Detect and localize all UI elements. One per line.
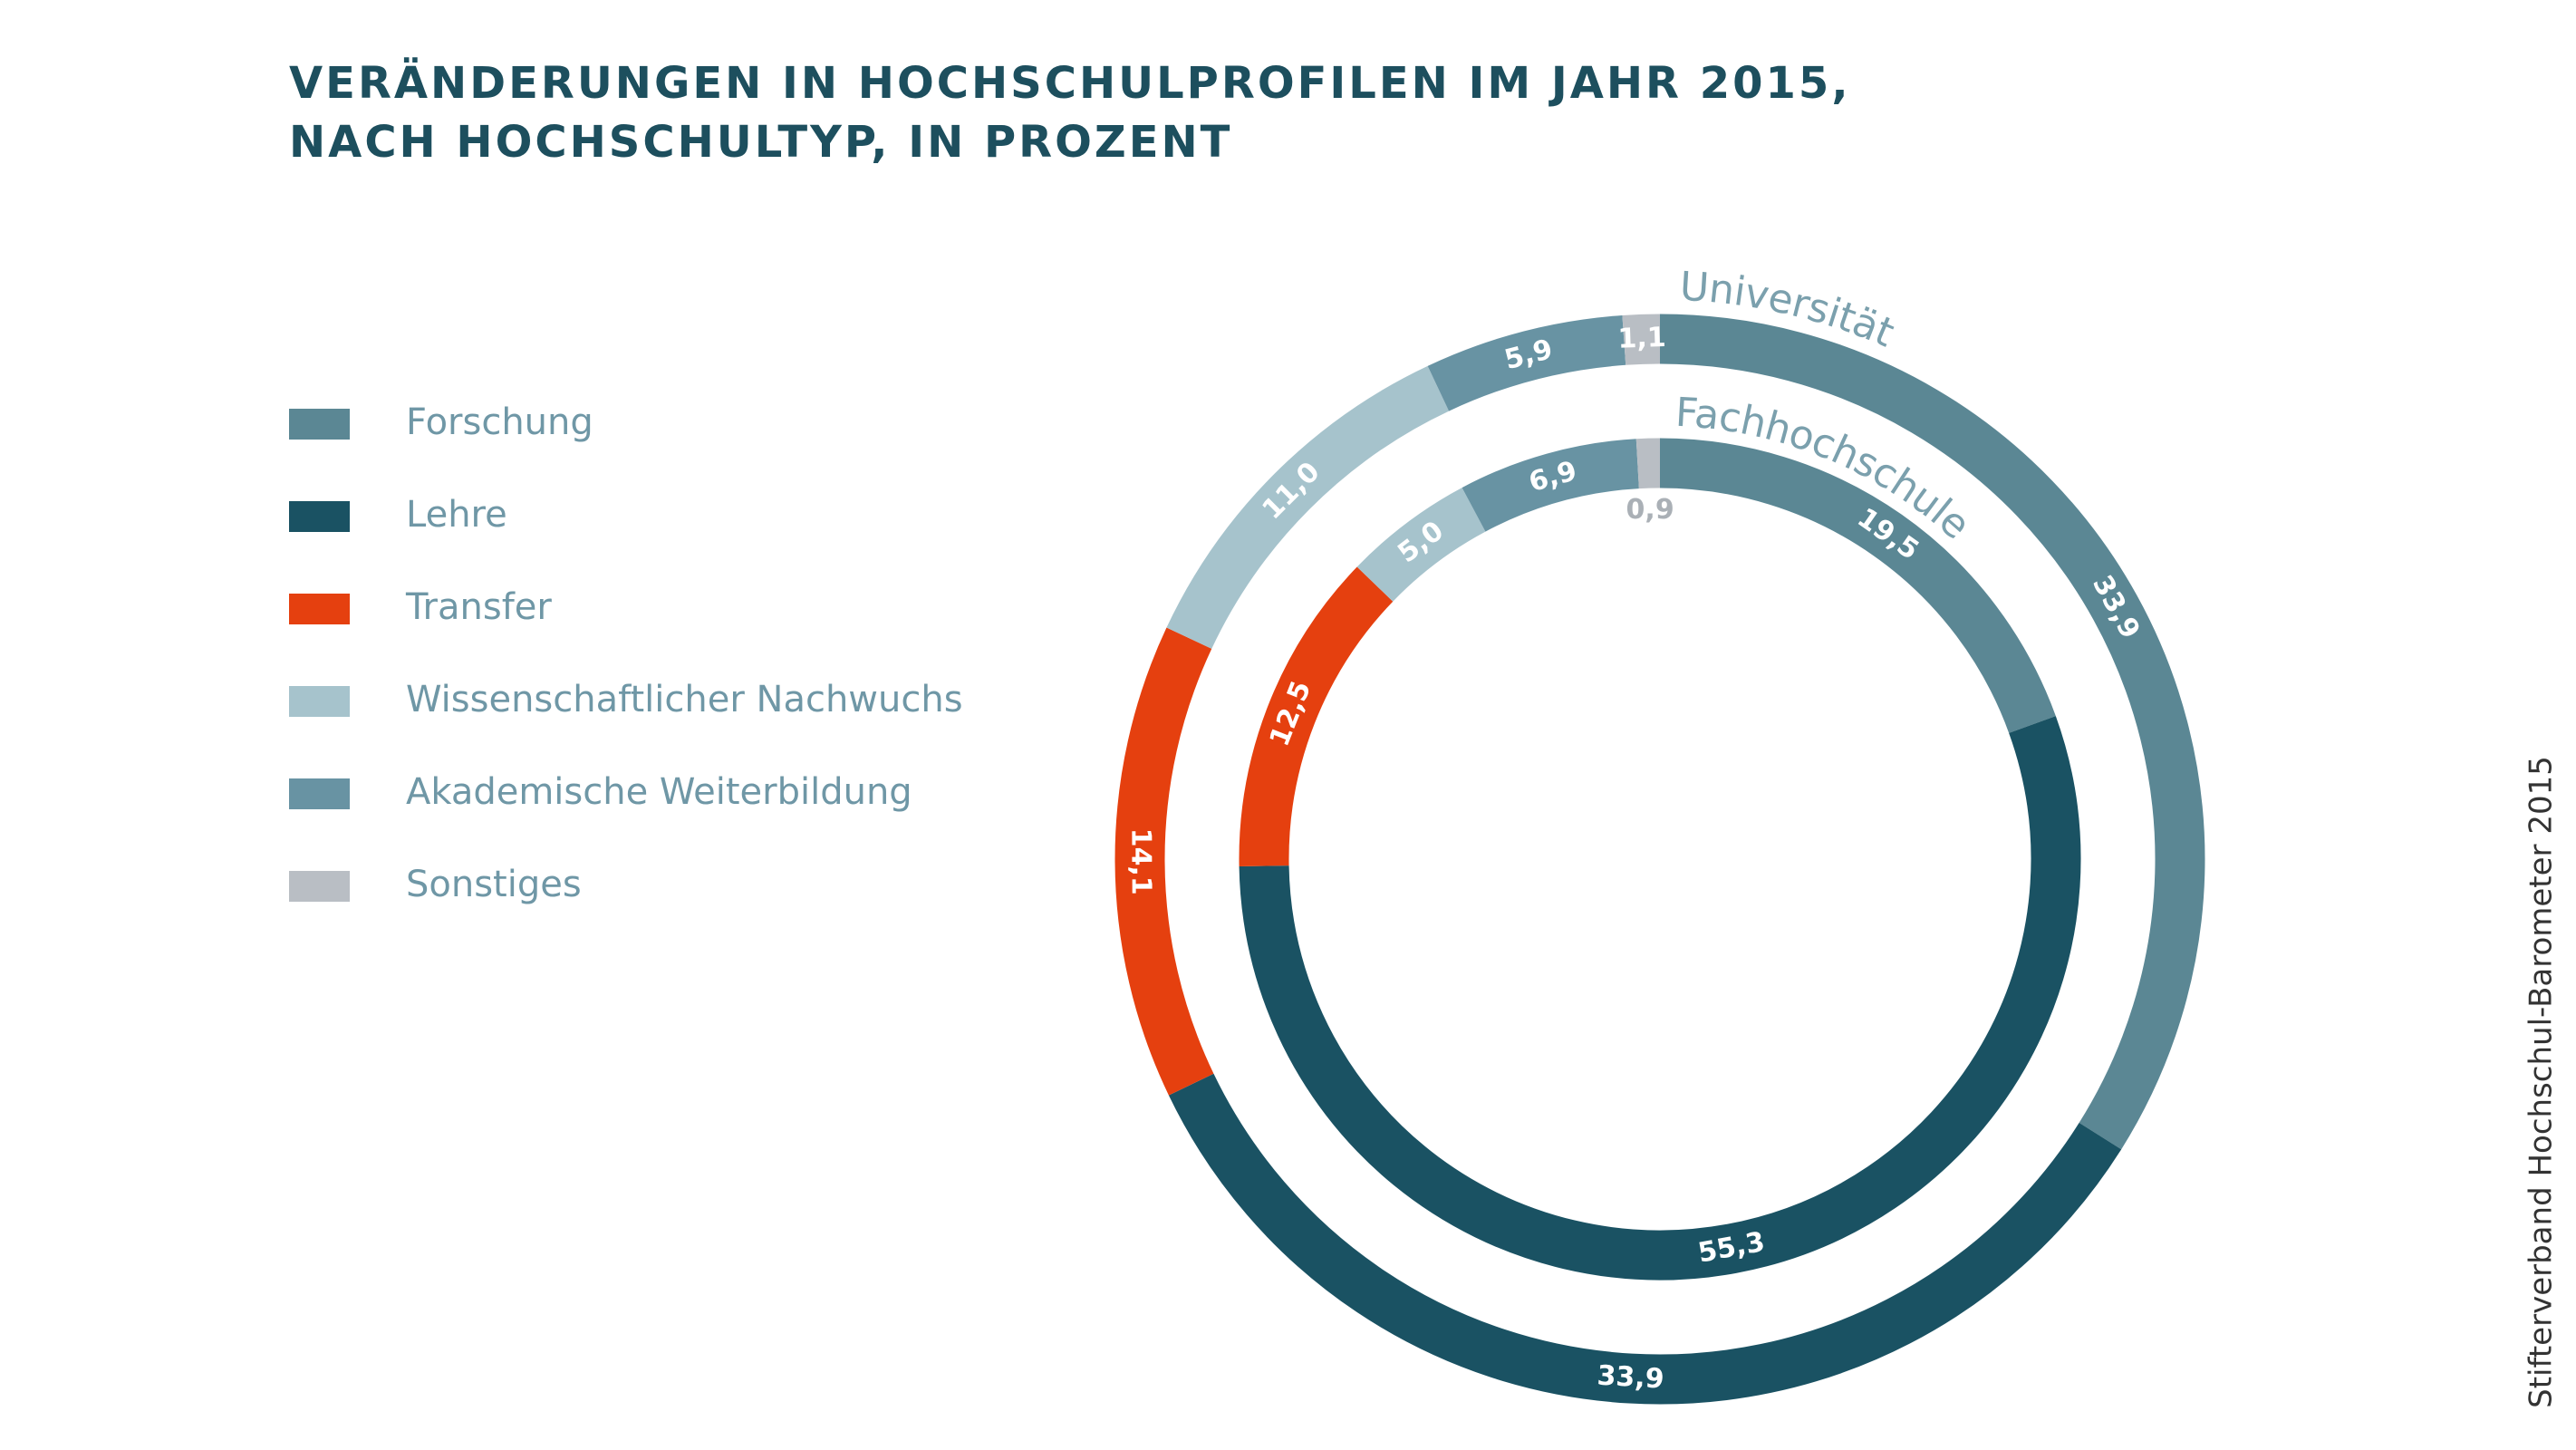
legend-swatch (289, 594, 350, 624)
ring-segment (1659, 438, 2056, 733)
chart-title: VERÄNDERUNGEN IN HOCHSCHULPROFILEN IM JA… (289, 57, 1851, 109)
ring-segment (1356, 488, 1486, 603)
legend-swatch (289, 409, 350, 440)
chart-title: NACH HOCHSCHULTYP, IN PROZENT (289, 117, 1232, 168)
ring-segment (1659, 314, 2205, 1150)
value-label: 0,9 (1626, 494, 1674, 526)
legend-label: Akademische Weiterbildung (406, 771, 912, 813)
legend-swatch (289, 686, 350, 717)
ring-segment (1239, 566, 1394, 867)
ring-segment (1114, 627, 1214, 1096)
ring-segment (1168, 1073, 2122, 1405)
legend-swatch (289, 871, 350, 902)
value-label: 33,9 (1597, 1360, 1665, 1396)
legend-label: Lehre (406, 494, 507, 536)
ring-segment (1427, 314, 1626, 411)
ring-segment (1622, 314, 1661, 365)
legend-label: Sonstiges (406, 864, 582, 905)
ring-segment (1166, 365, 1450, 649)
source: Stifterverband Hochschul-Barometer 2015 (2523, 756, 2560, 1408)
value-label: 14,1 (1124, 828, 1156, 895)
legend-swatch (289, 778, 350, 809)
ring-segment (1239, 716, 2081, 1281)
legend-label: Wissenschaftlicher Nachwuchs (406, 679, 963, 720)
legend-label: Transfer (405, 586, 552, 628)
ring-segment (1462, 439, 1640, 532)
value-label: 1,1 (1617, 322, 1666, 355)
ring-segment (1635, 438, 1661, 489)
legend-swatch (289, 501, 350, 532)
legend-label: Forschung (406, 401, 593, 443)
